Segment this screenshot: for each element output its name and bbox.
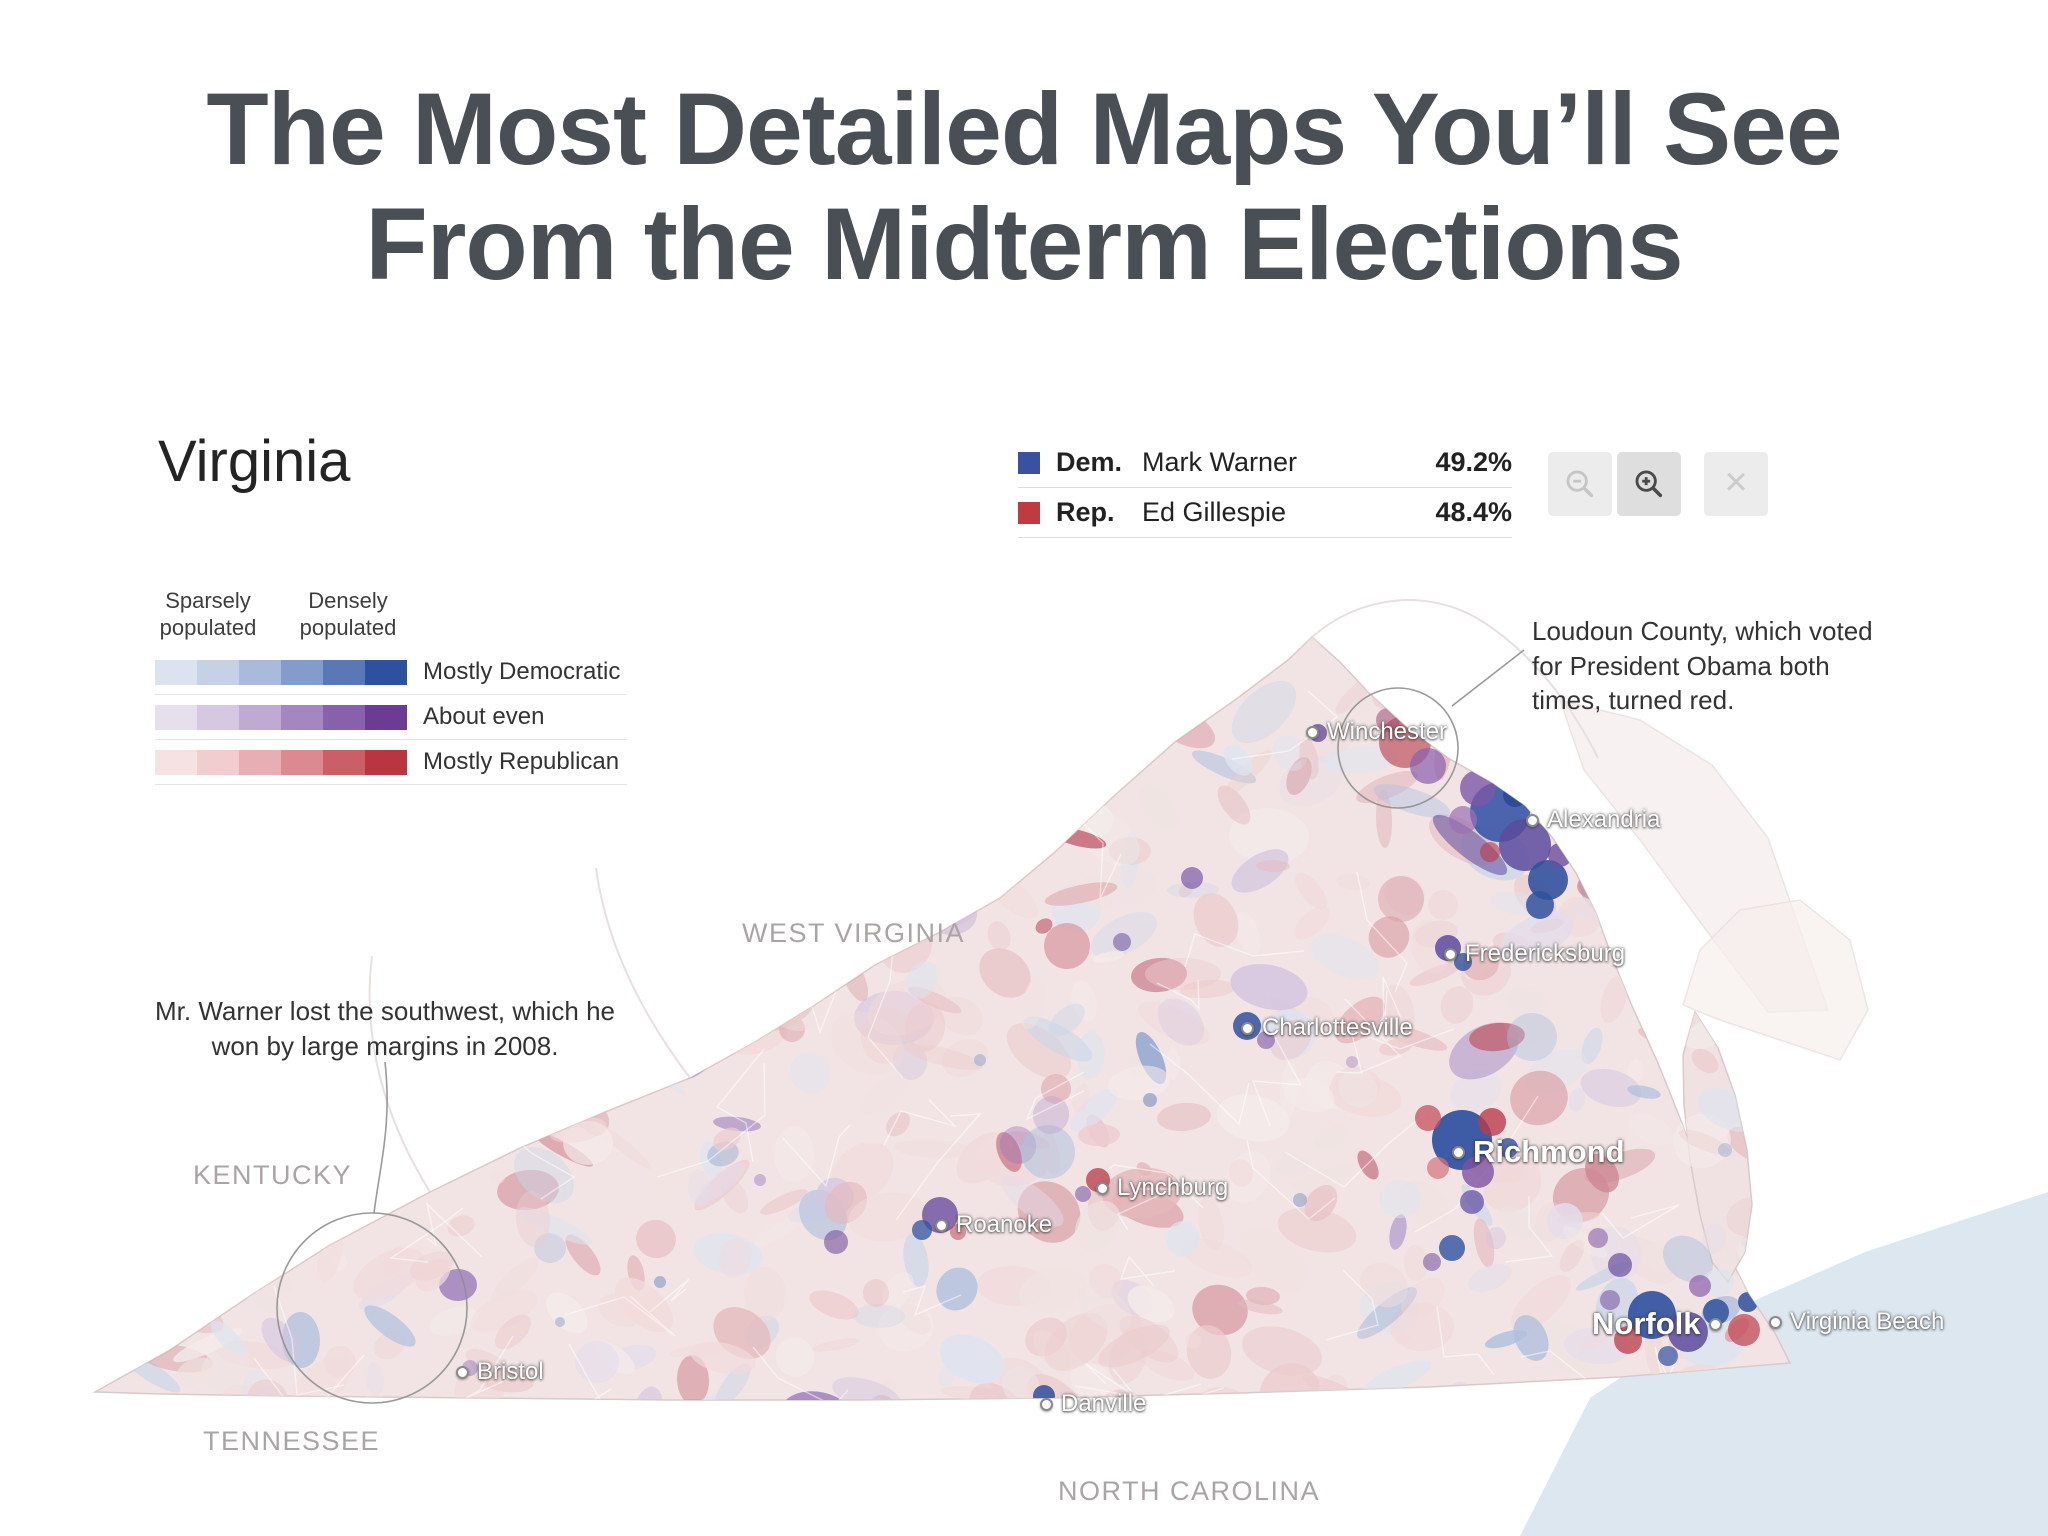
city-marker-danville: Danville: [1040, 1390, 1146, 1418]
legend-row-republican: Mostly Republican: [155, 740, 627, 785]
city-label: Charlottesville: [1262, 1014, 1413, 1041]
rep-percent: 48.4%: [1435, 497, 1512, 527]
city-dot: [1241, 1021, 1254, 1035]
city-marker-alexandria: Alexandria: [1526, 806, 1660, 834]
urban-cluster-overlays: [462, 708, 1760, 1400]
legend-swatch: [197, 704, 239, 730]
dem-percent: 49.2%: [1435, 447, 1512, 477]
city-marker-charlottesville: Charlottesville: [1241, 1014, 1413, 1042]
dem-candidate-name: Mark Warner: [1142, 447, 1298, 477]
page-title: The Most Detailed Maps You’ll See From t…: [0, 72, 2048, 303]
legend-swatch: [197, 659, 239, 685]
legend-swatch: [281, 659, 323, 685]
city-label: Virginia Beach: [1790, 1308, 1945, 1335]
legend-swatch: [197, 749, 239, 775]
city-dot: [456, 1365, 469, 1379]
city-dot: [1040, 1397, 1053, 1411]
legend-swatch: [323, 659, 365, 685]
legend-swatch: [239, 659, 281, 685]
state-label-tennessee: TENNESSEE: [203, 1426, 381, 1456]
legend-row-democratic: Mostly Democratic: [155, 650, 627, 695]
city-dot: [1526, 813, 1539, 827]
result-row-rep: Rep. Ed Gillespie 48.4%: [1018, 488, 1512, 538]
city-dot: [1444, 947, 1457, 961]
close-button[interactable]: ×: [1704, 452, 1768, 516]
legend-row-label: About even: [423, 703, 545, 730]
legend-dense-label: Densely populated: [299, 588, 397, 640]
city-dot: [1708, 1317, 1722, 1331]
legend-swatch: [155, 704, 197, 730]
legend-swatch-ramp: [155, 704, 407, 730]
rep-color-swatch: [1018, 501, 1040, 524]
legend-swatch: [155, 749, 197, 775]
legend-swatch: [281, 749, 323, 775]
city-label: Norfolk: [1592, 1306, 1701, 1341]
legend-sparse-label: Sparsely populated: [159, 588, 257, 640]
city-marker-lynchburg: Lynchburg: [1096, 1174, 1228, 1202]
city-marker-norfolk: Norfolk: [1592, 1306, 1722, 1342]
legend-row-even: About even: [155, 695, 627, 740]
legend-row-label: Mostly Democratic: [423, 658, 621, 685]
city-dot: [1769, 1315, 1782, 1329]
dem-color-swatch: [1018, 451, 1040, 474]
zoom-in-button[interactable]: [1617, 452, 1681, 516]
legend-swatch: [365, 749, 407, 775]
zoom-out-button[interactable]: [1548, 452, 1612, 516]
city-marker-bristol: Bristol: [456, 1358, 544, 1386]
magnifier-minus-icon: [1566, 470, 1594, 498]
rep-candidate-name: Ed Gillespie: [1142, 497, 1287, 527]
legend-swatch: [281, 704, 323, 730]
legend-swatch-ramp: [155, 749, 407, 775]
page-title-line2: From the Midterm Elections: [365, 187, 1683, 302]
legend-row-label: Mostly Republican: [423, 748, 620, 775]
result-row-dem: Dem. Mark Warner 49.2%: [1018, 438, 1512, 488]
city-dot: [1306, 725, 1319, 739]
city-label: Richmond: [1473, 1134, 1625, 1169]
rep-party-label: Rep.: [1056, 497, 1115, 527]
city-marker-richmond: Richmond: [1452, 1134, 1625, 1170]
legend-swatch: [323, 704, 365, 730]
city-label: Fredericksburg: [1465, 940, 1626, 967]
annotation-callouts: [276, 649, 1525, 1404]
legend-swatch-ramp: [155, 659, 407, 685]
dem-party-label: Dem.: [1056, 447, 1123, 477]
city-marker-roanoke: Roanoke: [935, 1211, 1052, 1239]
legend-swatch: [323, 749, 365, 775]
close-icon: ×: [1724, 460, 1748, 504]
legend-swatch: [365, 659, 407, 685]
results-panel: Dem. Mark Warner 49.2% Rep. Ed Gillespie…: [1018, 438, 1512, 538]
legend-swatch: [155, 659, 197, 685]
state-label-north-carolina: NORTH CAROLINA: [1058, 1476, 1321, 1506]
city-dot: [935, 1218, 948, 1232]
magnifier-plus-icon: [1635, 470, 1663, 498]
state-label-kentucky: KENTUCKY: [193, 1160, 353, 1190]
city-marker-winchester: Winchester: [1306, 718, 1447, 746]
city-marker-fredericksburg: Fredericksburg: [1444, 940, 1625, 968]
city-label: Roanoke: [956, 1211, 1053, 1238]
region-title: Virginia: [158, 429, 351, 494]
legend-swatch: [239, 704, 281, 730]
city-label: Lynchburg: [1117, 1174, 1229, 1201]
city-label: Bristol: [477, 1358, 544, 1385]
city-dot: [1096, 1181, 1109, 1195]
page-title-line1: The Most Detailed Maps You’ll See: [206, 72, 1842, 186]
city-dot: [1452, 1145, 1465, 1159]
city-marker-virginia-beach: Virginia Beach: [1769, 1308, 1944, 1336]
city-label: Danville: [1061, 1390, 1147, 1417]
legend-swatch: [365, 704, 407, 730]
legend-swatch: [239, 749, 281, 775]
annotation-loudoun: Loudoun County, which voted for Presiden…: [1532, 616, 1873, 716]
neighbor-borders: [368, 599, 1869, 1193]
city-label: Winchester: [1327, 718, 1448, 745]
annotation-southwest: Mr. Warner lost the southwest, which he …: [154, 996, 615, 1061]
state-label-west-virginia: WEST VIRGINIA: [742, 918, 966, 948]
city-label: Alexandria: [1547, 806, 1661, 833]
